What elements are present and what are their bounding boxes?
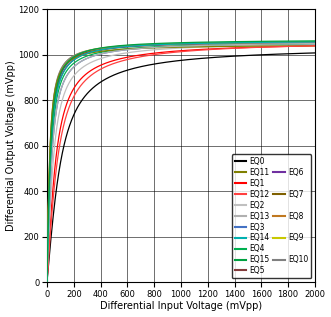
Legend: EQ0, EQ11, EQ1, EQ12, EQ2, EQ13, EQ3, EQ14, EQ4, EQ15, EQ5, , EQ6, , EQ7, , EQ8,: EQ0, EQ11, EQ1, EQ12, EQ2, EQ13, EQ3, EQ… xyxy=(232,154,311,278)
Y-axis label: Differential Output Voltage (mVpp): Differential Output Voltage (mVpp) xyxy=(6,60,16,231)
X-axis label: Differential Input Voltage (mVpp): Differential Input Voltage (mVpp) xyxy=(100,301,262,311)
